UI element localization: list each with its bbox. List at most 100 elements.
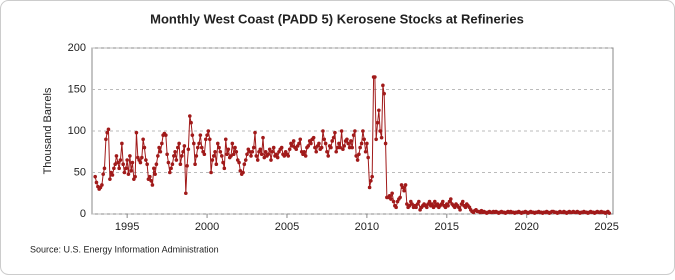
point <box>237 160 241 165</box>
point <box>94 180 99 185</box>
point <box>370 174 374 179</box>
point <box>225 152 229 157</box>
point <box>290 144 295 148</box>
point <box>253 130 257 135</box>
point <box>452 205 457 210</box>
point <box>374 137 378 142</box>
x-tick-label: 2020 <box>514 221 538 233</box>
point <box>121 162 125 166</box>
point <box>353 129 357 133</box>
point <box>334 149 338 154</box>
point <box>448 197 453 201</box>
point <box>117 166 121 171</box>
point <box>306 144 311 148</box>
point <box>440 199 445 204</box>
point <box>270 149 275 154</box>
point <box>238 169 243 173</box>
x-tick-label: 1995 <box>115 221 139 233</box>
point <box>311 135 316 140</box>
point <box>317 141 321 146</box>
point <box>110 173 115 177</box>
x-tick-label: 2010 <box>355 221 379 233</box>
point <box>233 145 237 150</box>
point <box>101 172 105 176</box>
point <box>180 154 184 158</box>
point <box>209 170 213 175</box>
point <box>607 211 612 215</box>
point <box>313 145 317 150</box>
point <box>267 147 272 152</box>
point <box>349 139 353 143</box>
point <box>126 172 131 176</box>
point <box>165 152 169 157</box>
point <box>379 135 384 140</box>
source: Source: U.S. Energy Information Administ… <box>30 244 219 254</box>
point <box>414 205 418 210</box>
point <box>188 114 192 118</box>
point <box>443 205 448 210</box>
point <box>210 158 215 162</box>
point <box>366 155 370 160</box>
point <box>100 183 104 187</box>
point <box>331 135 336 140</box>
point <box>207 137 212 142</box>
point <box>427 199 432 204</box>
point <box>430 202 434 206</box>
point <box>389 197 393 201</box>
point <box>357 152 361 157</box>
point <box>152 166 156 171</box>
point <box>326 154 331 158</box>
point <box>401 185 405 190</box>
point <box>403 183 408 187</box>
point <box>129 169 133 173</box>
point <box>391 199 396 204</box>
point <box>231 152 236 157</box>
point <box>102 166 107 171</box>
point <box>381 83 385 88</box>
point <box>219 154 224 158</box>
point <box>170 162 175 166</box>
y-tick-label: 200 <box>68 42 86 54</box>
point <box>282 154 287 158</box>
point <box>342 144 346 148</box>
point <box>333 130 337 135</box>
point <box>351 133 356 137</box>
y-tick-label: 100 <box>68 125 86 137</box>
point <box>363 149 368 154</box>
point <box>178 162 183 166</box>
point <box>302 149 307 154</box>
point <box>199 145 204 150</box>
point <box>369 179 373 183</box>
point <box>298 137 303 142</box>
y-tick-label: 50 <box>74 166 86 178</box>
point <box>410 202 414 206</box>
point <box>104 137 108 142</box>
point <box>166 160 171 165</box>
point <box>321 129 325 133</box>
point <box>417 199 421 204</box>
point <box>291 139 296 143</box>
point <box>118 158 123 162</box>
point <box>435 202 440 206</box>
point <box>222 166 227 171</box>
point <box>335 145 340 150</box>
x-tick-label: 2005 <box>275 221 299 233</box>
point <box>144 158 148 162</box>
point <box>181 149 185 154</box>
point <box>160 141 164 146</box>
point <box>394 205 398 210</box>
point <box>387 193 392 198</box>
point <box>172 154 176 158</box>
point <box>261 135 265 140</box>
point <box>329 145 333 150</box>
point <box>241 170 245 175</box>
point <box>215 141 220 146</box>
point <box>142 145 147 150</box>
point <box>355 158 360 162</box>
point <box>433 199 437 204</box>
point <box>402 188 406 193</box>
point <box>263 149 268 154</box>
point <box>365 141 369 146</box>
point <box>254 154 259 158</box>
